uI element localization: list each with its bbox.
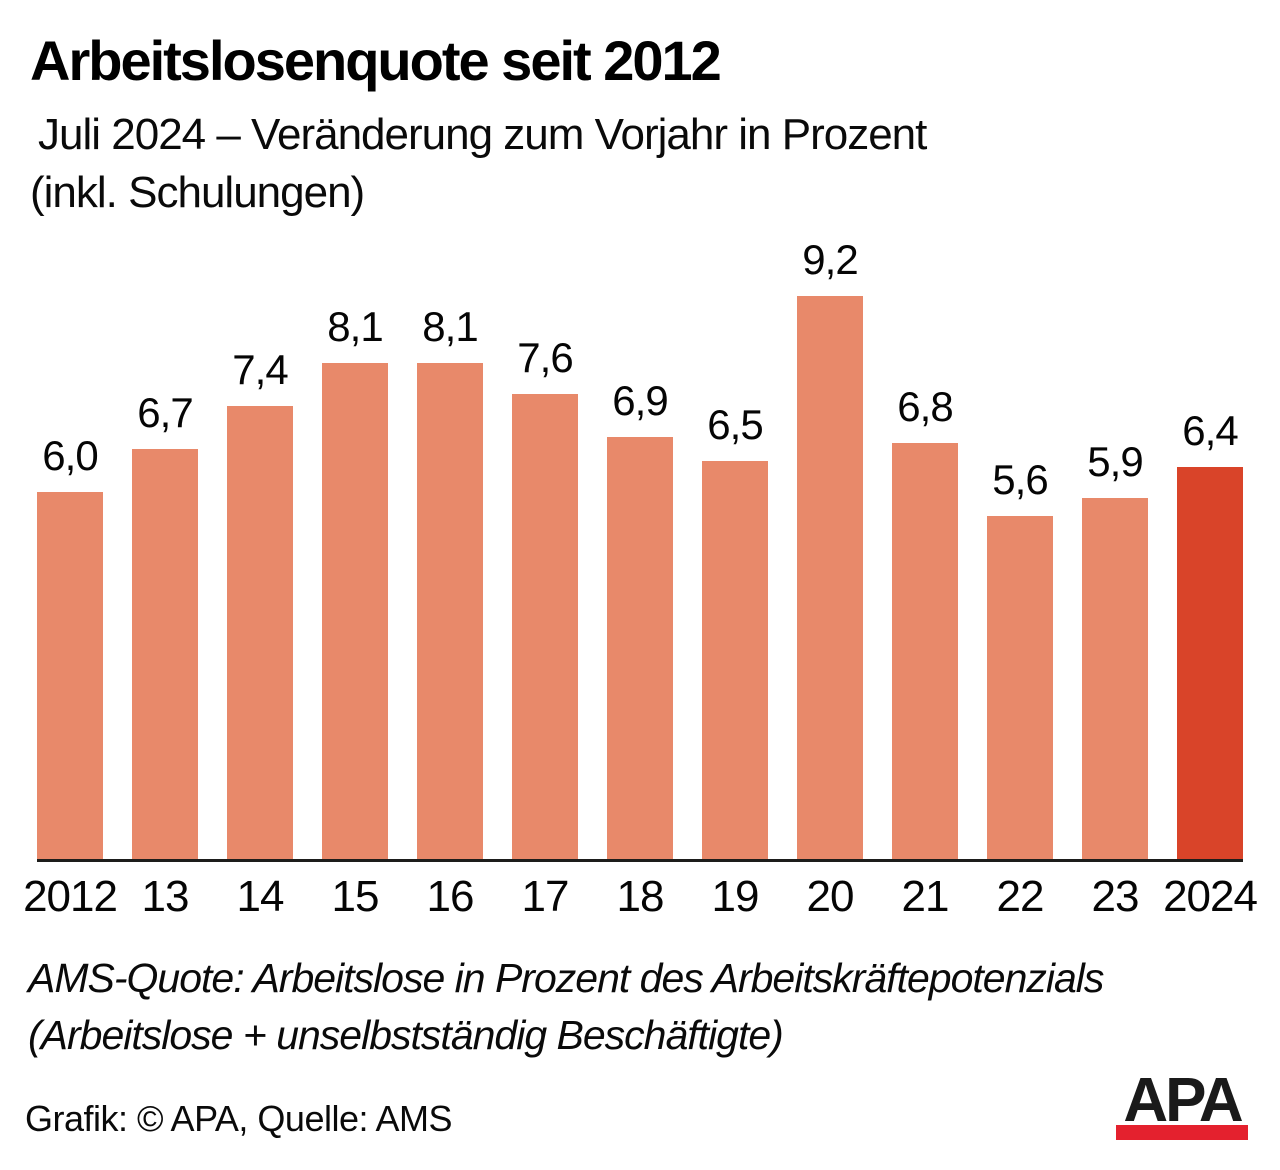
- apa-logo-red-bar: [1116, 1125, 1248, 1141]
- bar: [417, 363, 483, 859]
- bar: [37, 492, 103, 859]
- bar-value-label: 7,6: [517, 334, 573, 381]
- footnote-line-2: (Arbeitslose + unselbstständig Beschäfti…: [28, 1011, 784, 1058]
- bar: [1177, 467, 1243, 859]
- x-axis-label: 22: [996, 872, 1045, 921]
- x-axis-labels: 2012 13 14 15 16 17 18 19 20 21 22 23 2024: [23, 872, 1258, 922]
- bar-value-label: 6,7: [137, 389, 193, 436]
- bar: [892, 443, 958, 859]
- x-axis-label: 15: [331, 872, 380, 921]
- bar-value-label: 6,5: [707, 401, 763, 448]
- x-axis-label: 21: [901, 872, 950, 921]
- bar: [607, 437, 673, 859]
- bar-column: 5,9: [1082, 438, 1148, 859]
- bar-column: 8,1: [322, 303, 388, 859]
- x-axis-label: 17: [521, 872, 570, 921]
- bar-value-label: 6,0: [42, 432, 98, 479]
- bar-value-label: 5,9: [1087, 438, 1143, 485]
- x-axis-label: 2012: [23, 872, 118, 921]
- bar-value-label: 9,2: [802, 236, 858, 283]
- bar-chart: 6,0 6,7 7,4 8,1 8,1 7,6 6,9 6,5 9,2 6,8 5,6 5,9 6,4: [37, 230, 1243, 862]
- bar-column: 6,5: [702, 401, 768, 859]
- bar-value-label: 8,1: [327, 303, 383, 350]
- bar-column: 7,4: [227, 346, 293, 859]
- bar-column: 6,4: [1177, 407, 1243, 859]
- bar-value-label: 6,4: [1182, 407, 1238, 454]
- x-axis-label: 18: [616, 872, 665, 921]
- bar-column: 7,6: [512, 334, 578, 859]
- bar-column: 6,0: [37, 432, 103, 859]
- x-axis-label: 20: [806, 872, 855, 921]
- footnote-line-1: AMS-Quote: Arbeitslose in Prozent des Ar…: [28, 955, 1104, 1001]
- bar: [702, 461, 768, 859]
- bar-column: 5,6: [987, 456, 1053, 859]
- bar-column: 6,7: [132, 389, 198, 859]
- x-axis-label: 23: [1091, 872, 1140, 921]
- x-axis-label: 2024: [1163, 872, 1258, 921]
- x-axis-label: 14: [236, 872, 285, 921]
- bar: [322, 363, 388, 859]
- subtitle-line-1: Juli 2024 – Veränderung zum Vorjahr in P…: [38, 110, 927, 159]
- x-axis-label: 13: [141, 872, 190, 921]
- x-axis-label: 16: [426, 872, 475, 921]
- x-axis-label: 19: [711, 872, 760, 921]
- page-title: Arbeitslosenquote seit 2012: [30, 29, 722, 92]
- bar-column: 9,2: [797, 236, 863, 859]
- bar: [1082, 498, 1148, 859]
- footnote: AMS-Quote: Arbeitslose in Prozent des Ar…: [28, 950, 1104, 1063]
- apa-logo: APA: [1116, 1066, 1248, 1141]
- bar-column: 6,9: [607, 377, 673, 859]
- bar-value-label: 7,4: [232, 346, 288, 393]
- apa-logo-text: APA: [1123, 1066, 1243, 1135]
- bar: [132, 449, 198, 859]
- bar-value-label: 6,9: [612, 377, 668, 424]
- credit-text: Grafik: © APA, Quelle: AMS: [25, 1098, 453, 1139]
- bar-column: 8,1: [417, 303, 483, 859]
- bar: [227, 406, 293, 859]
- bar-value-label: 5,6: [992, 456, 1048, 503]
- bar: [797, 296, 863, 859]
- bar-column: 6,8: [892, 383, 958, 859]
- bar: [987, 516, 1053, 859]
- bar-value-label: 6,8: [897, 383, 953, 430]
- subtitle-line-2: (inkl. Schulungen): [30, 168, 365, 217]
- bar: [512, 394, 578, 859]
- bar-value-label: 8,1: [422, 303, 478, 350]
